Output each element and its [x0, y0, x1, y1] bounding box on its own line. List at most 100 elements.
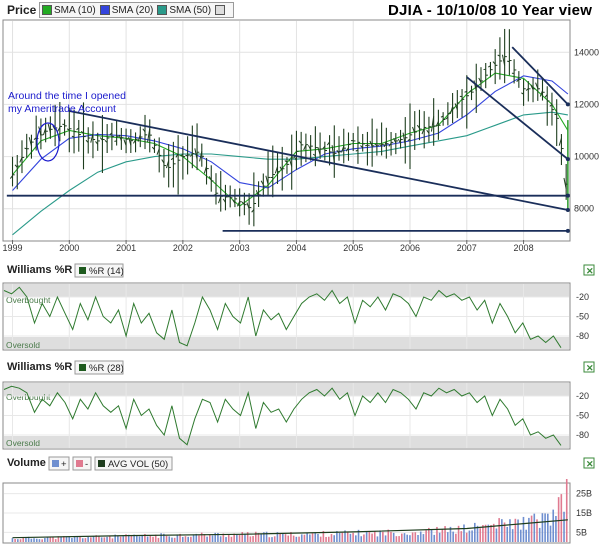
volume-bar [492, 523, 495, 542]
volume-bar [403, 533, 406, 542]
volume-bar [449, 526, 452, 542]
price-bar-open [521, 92, 524, 95]
volume-bar [154, 534, 157, 542]
y-tick-label--50: -50 [576, 312, 589, 322]
volume-bar [276, 532, 279, 542]
volume-bar [319, 536, 322, 542]
volume-bar [198, 535, 200, 542]
price-bar-open [47, 123, 51, 133]
volume-bar [114, 534, 116, 542]
price-bar-open [393, 138, 397, 144]
volume-bar [452, 531, 454, 542]
volume-bar [563, 511, 565, 542]
volume-close-button[interactable] [583, 457, 595, 469]
volume-bar [565, 479, 568, 542]
price-bar-open [132, 139, 136, 144]
volume-bar [187, 536, 189, 542]
vol-tick-label-5B: 5B [576, 527, 587, 537]
volume-bar [433, 534, 436, 542]
price-x-axis: 1999 2000 2001 2002 2003 2004 2005 2006 2007 2008 [3, 240, 534, 253]
price-bar-open [516, 79, 520, 83]
volume-bar [195, 533, 198, 542]
legend-sma50[interactable]: SMA (50) [157, 5, 211, 16]
volume-bar [387, 529, 390, 542]
volume-bar [25, 537, 27, 542]
volume-bar [514, 518, 517, 542]
price-bar-open [99, 137, 103, 141]
price-bar-open [175, 153, 179, 158]
price-bar-open [185, 154, 188, 157]
volume-bar [406, 534, 409, 542]
price-legend[interactable]: SMA (10) SMA (20) SMA (50) [39, 2, 235, 18]
volume-bar [98, 535, 100, 542]
volume-bar [41, 539, 43, 542]
wr28-legend[interactable] [74, 360, 124, 375]
price-bar-open [251, 209, 255, 213]
volume-bar [290, 531, 292, 542]
price-bar-open [360, 145, 364, 149]
x-tick-label-2004: 2004 [286, 243, 306, 253]
volume-bar [309, 534, 311, 542]
volume-bar [327, 536, 330, 542]
price-bar-open [142, 128, 146, 133]
volume-bars [11, 479, 568, 542]
price-bar-open [151, 146, 155, 150]
price-bar-open [203, 166, 208, 174]
price-bar-open [260, 180, 264, 185]
price-bar-open [563, 177, 567, 190]
volume-bar [501, 519, 503, 542]
wr14-legend[interactable] [74, 263, 124, 278]
trendline-end-0 [565, 208, 570, 213]
volume-bar [528, 517, 530, 542]
volume-bar [65, 536, 68, 542]
avg-vol-label: AVG VOL (50) [108, 459, 168, 470]
wr14-close-button[interactable] [583, 264, 595, 276]
volume-bar [27, 536, 30, 542]
price-bar-open [435, 121, 439, 127]
trendline-3 [466, 76, 569, 160]
volume-bar [14, 539, 16, 542]
legend-blank[interactable] [215, 5, 227, 15]
volume-bar [484, 524, 487, 542]
volume-bar [371, 533, 373, 542]
volume-bar [300, 534, 303, 542]
price-bar-open [478, 77, 482, 83]
sma10-legend-label: SMA (10) [54, 4, 96, 16]
volume-bar [479, 528, 482, 542]
trendline-end-1 [565, 193, 570, 198]
volume-bar [79, 536, 81, 542]
volume-bar [160, 533, 162, 542]
volume-bar [73, 536, 76, 542]
price-bar-open [66, 128, 70, 131]
volume-bar [382, 531, 384, 542]
wr14-panel: Williams %R %R (14) ✕ Overbought Oversol… [2, 263, 595, 351]
volume-bar [52, 536, 54, 542]
volume-bar [249, 536, 252, 542]
volume-bar [62, 536, 65, 542]
volume-bar [417, 534, 419, 542]
volume-bar [311, 533, 314, 542]
avg-vol-legend[interactable] [94, 456, 173, 471]
legend-sma20[interactable]: SMA (20) [99, 5, 153, 16]
volume-bar [547, 513, 549, 542]
wr28-close-button[interactable] [583, 361, 595, 373]
volume-bar [428, 527, 430, 542]
volume-bar [138, 536, 141, 542]
legend-sma10[interactable]: SMA (10) [42, 5, 96, 16]
volume-bar [444, 526, 446, 542]
volume-bar [19, 539, 22, 542]
wr14-swatch [79, 267, 86, 274]
wr28-oversold-zone [4, 436, 569, 448]
wr14-oversold-zone [4, 337, 569, 349]
volume-bar [241, 532, 244, 542]
volume-bar [430, 529, 433, 542]
y-tick-label--20: -20 [576, 292, 589, 302]
volume-bar [244, 533, 246, 542]
volume-bar [179, 533, 181, 542]
trendline-end-3 [565, 157, 570, 162]
sma10-swatch [42, 5, 52, 15]
volume-bar [103, 537, 106, 542]
avg-vol-line [12, 519, 568, 539]
price-grid [4, 21, 569, 240]
volume-bar [314, 532, 317, 542]
